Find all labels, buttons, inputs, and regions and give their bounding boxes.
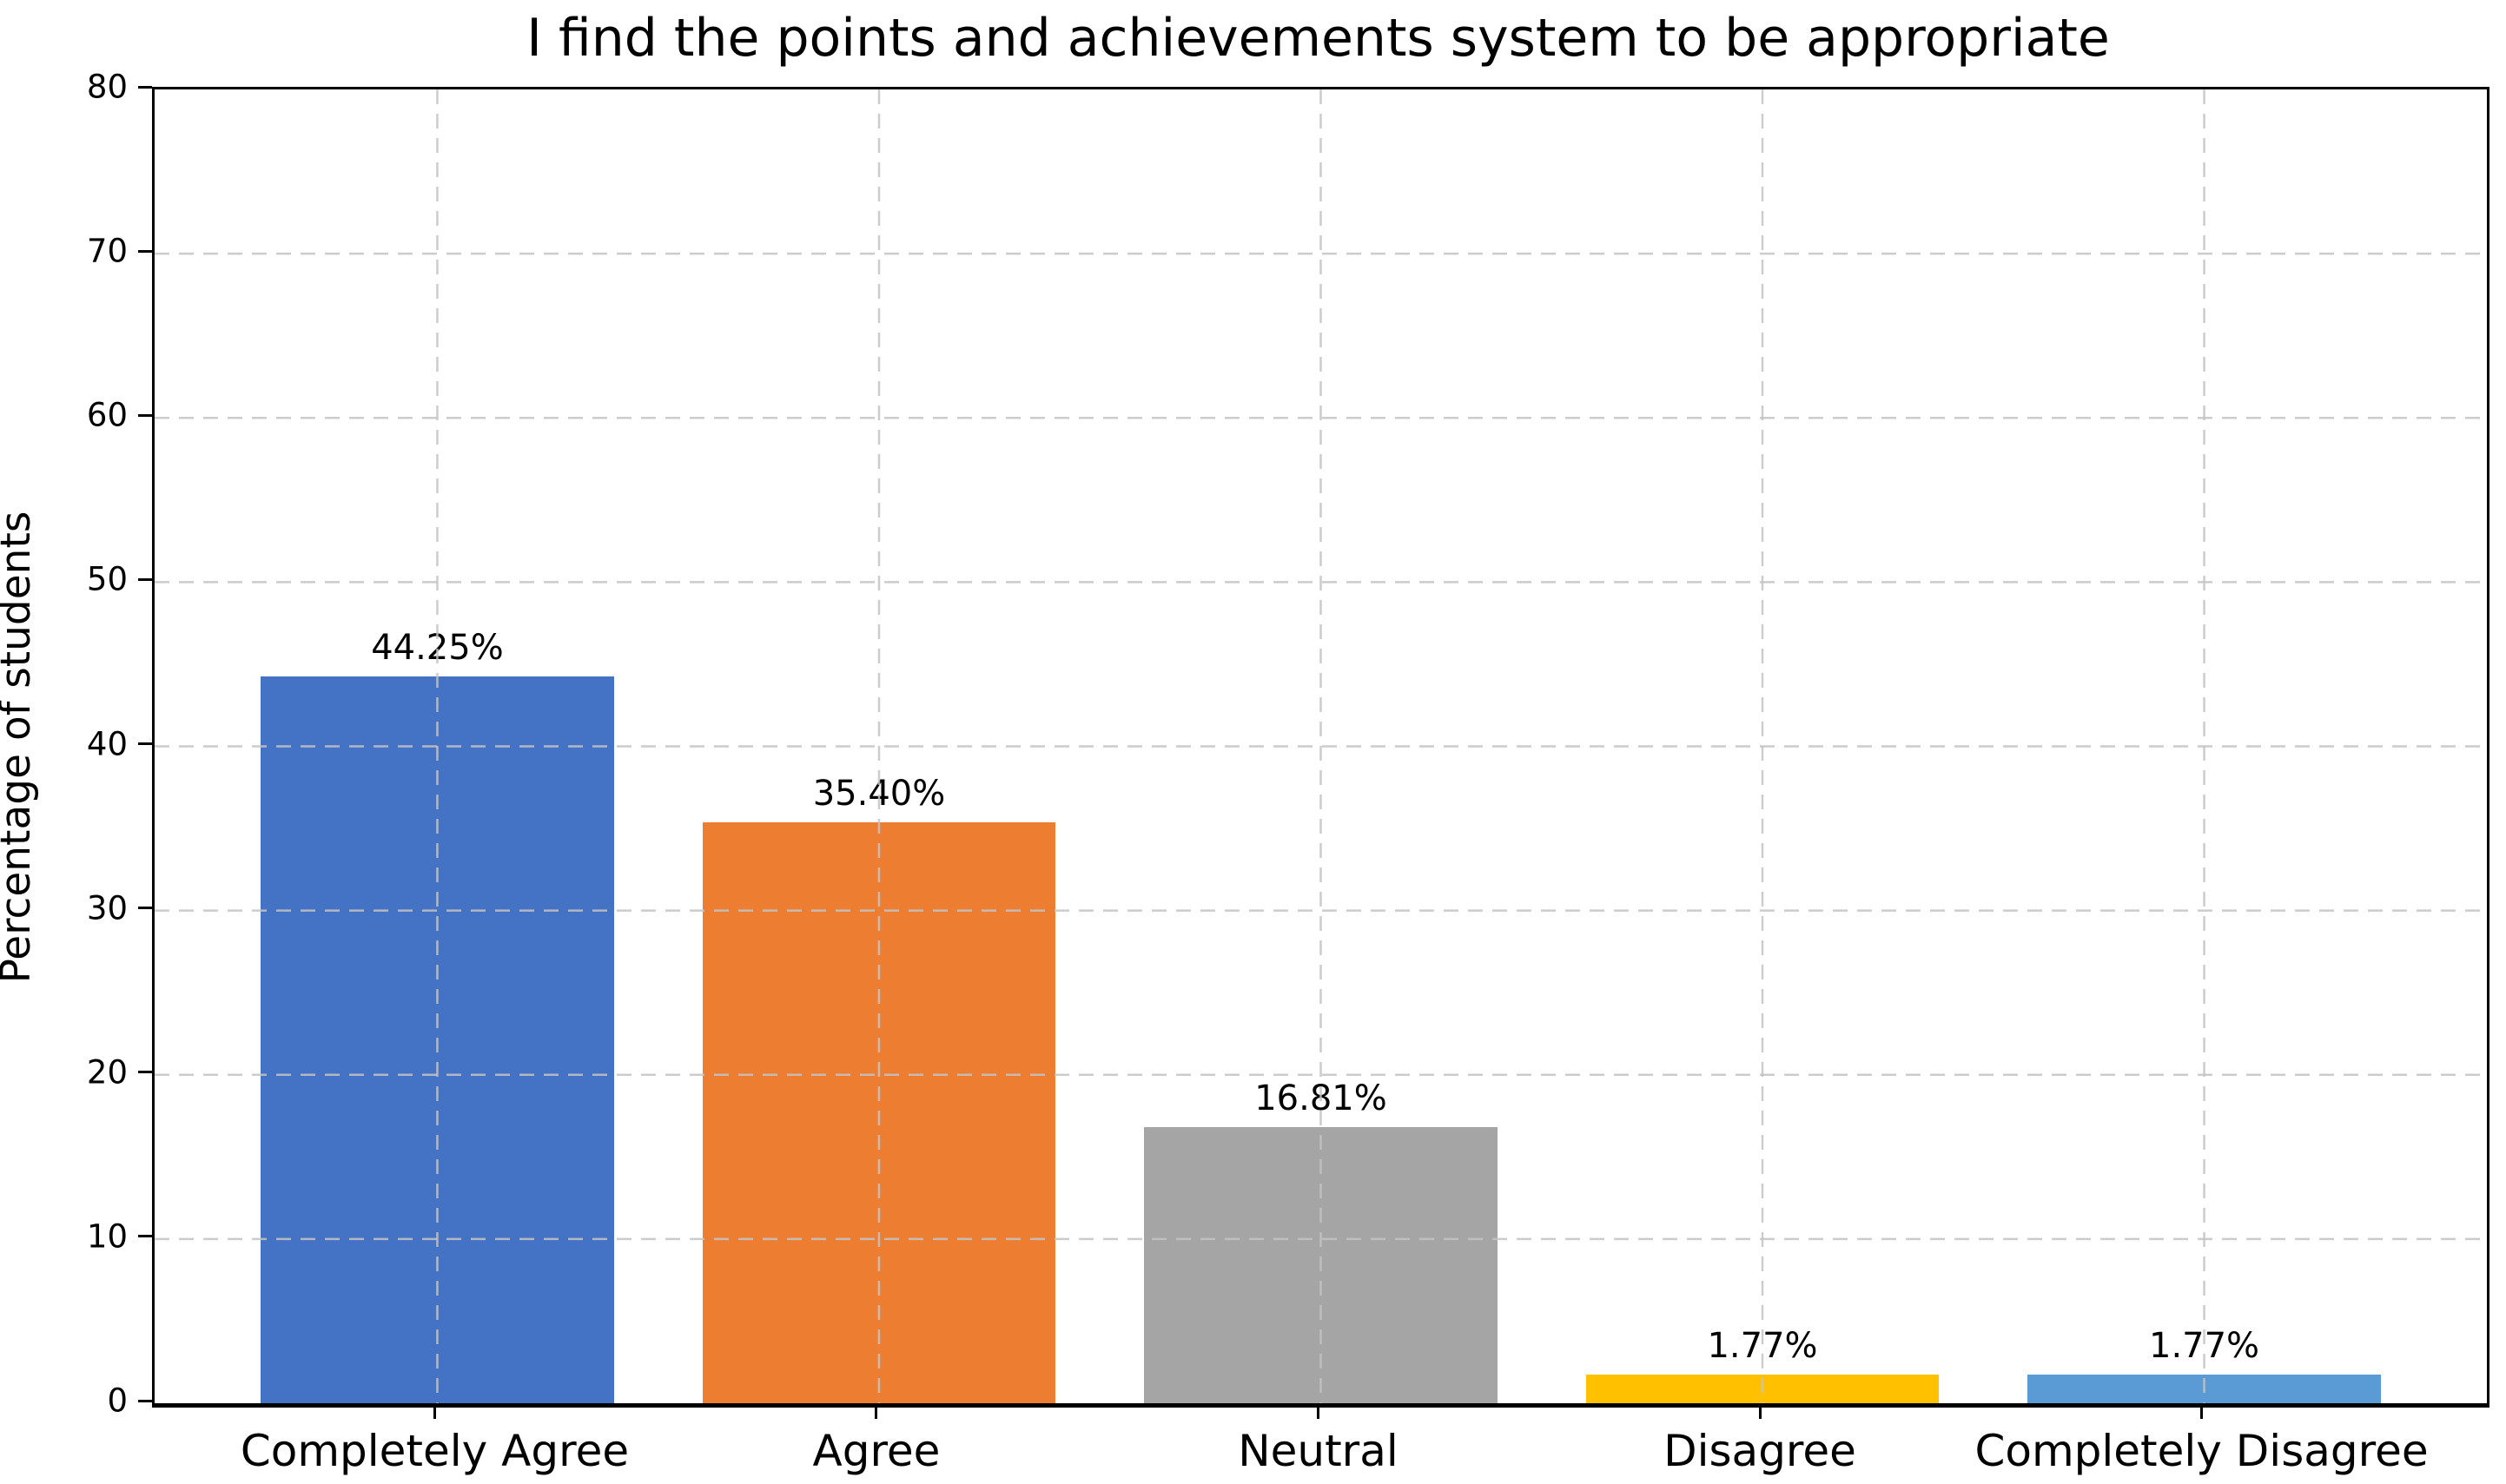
bar-neutral <box>1144 1127 1498 1403</box>
y-tick-mark <box>138 1235 152 1238</box>
bar-agree <box>702 821 1056 1403</box>
y-tick-label: 10 <box>86 1217 128 1256</box>
x-tick-label-completely-disagree: Completely Disagree <box>1974 1426 2429 1476</box>
y-tick-label: 80 <box>86 68 128 106</box>
bar-value-label: 35.40% <box>812 773 946 814</box>
y-axis-label: Percentage of students <box>0 511 40 984</box>
plot-area: 44.25% 35.40% 16.81% 1.77% 1.77% <box>152 87 2489 1408</box>
chart-title: I find the points and achievements syste… <box>526 8 2110 69</box>
bar-completely-disagree <box>2027 1374 2381 1403</box>
x-tick-label-completely-agree: Completely Agree <box>240 1426 630 1476</box>
x-tick-label-agree: Agree <box>812 1426 941 1476</box>
bar-value-label: 44.25% <box>371 628 504 669</box>
x-tick-label-disagree: Disagree <box>1663 1426 1856 1476</box>
bar-value-label: 1.77% <box>1707 1325 1818 1366</box>
bar-value-label: 16.81% <box>1254 1078 1387 1119</box>
y-tick-label: 0 <box>107 1382 128 1420</box>
y-tick-label: 50 <box>86 560 128 598</box>
y-tick-mark <box>138 742 152 745</box>
x-tick-mark <box>2200 1405 2204 1419</box>
x-tick-mark <box>1317 1405 1319 1419</box>
bar-disagree <box>1585 1374 1940 1403</box>
y-tick-mark <box>138 1399 152 1402</box>
bar-completely-agree <box>261 676 614 1403</box>
x-tick-mark <box>1758 1405 1762 1419</box>
bar-value-label: 1.77% <box>2148 1325 2260 1366</box>
x-tick-label-neutral: Neutral <box>1238 1426 1398 1476</box>
y-tick-label: 30 <box>86 889 128 927</box>
y-tick-mark <box>138 907 152 910</box>
y-tick-mark <box>138 577 152 581</box>
y-tick-mark <box>138 249 152 253</box>
y-tick-label: 40 <box>86 725 128 762</box>
y-tick-mark <box>138 85 152 89</box>
x-tick-mark <box>875 1405 878 1419</box>
y-tick-label: 70 <box>86 232 128 270</box>
x-tick-mark <box>433 1405 436 1419</box>
y-tick-label: 60 <box>86 396 128 434</box>
y-tick-mark <box>138 1071 152 1074</box>
y-tick-mark <box>138 413 152 417</box>
y-tick-label: 20 <box>86 1053 128 1092</box>
